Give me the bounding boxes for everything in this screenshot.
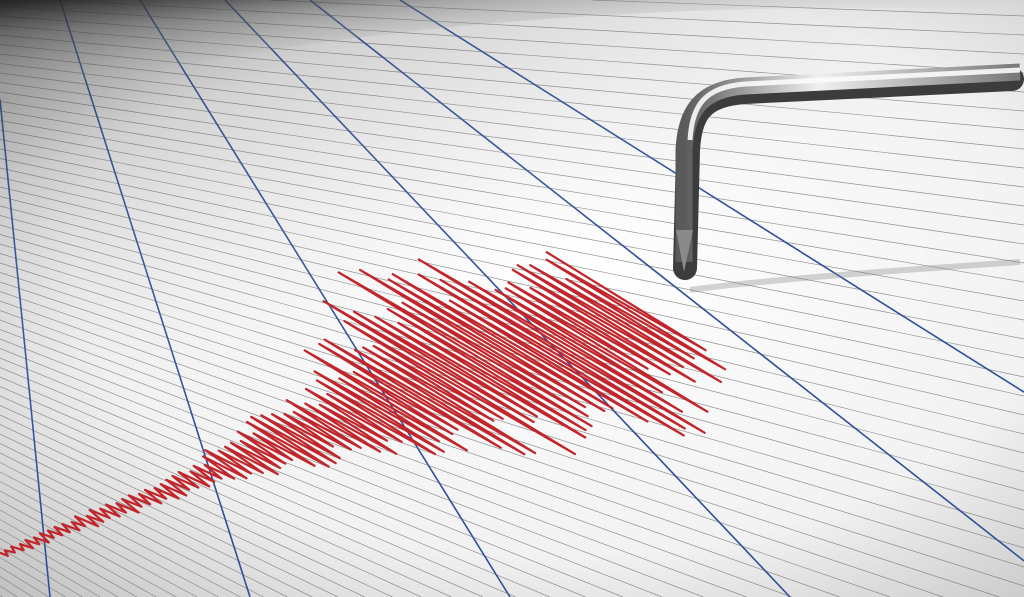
seismic-trace bbox=[0, 250, 727, 558]
stylus-needle bbox=[673, 63, 1024, 280]
needle-shadow bbox=[689, 259, 1021, 293]
